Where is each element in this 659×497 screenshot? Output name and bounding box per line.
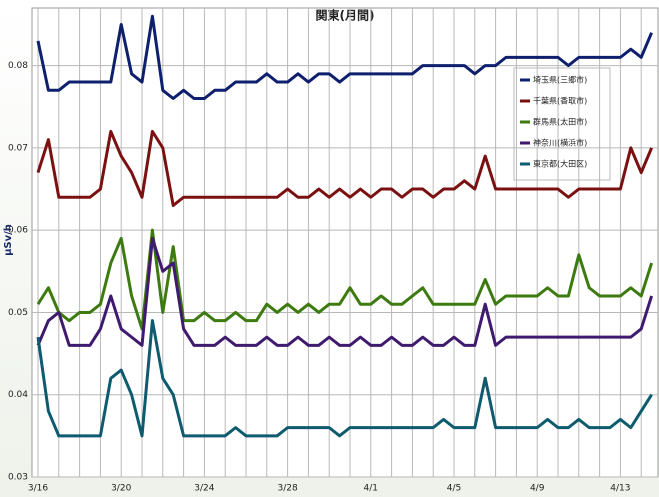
x-tick-label: 3/16 [28, 484, 48, 494]
y-tick-label: 0.04 [8, 390, 28, 400]
legend-label: 東京都(大田区) [533, 159, 587, 169]
y-tick-label: 0.06 [8, 226, 28, 236]
y-tick-label: 0.08 [8, 61, 28, 71]
legend-label: 神奈川(横浜市) [533, 138, 587, 148]
x-tick-label: 4/5 [447, 484, 461, 494]
y-tick-label: 0.05 [8, 308, 28, 318]
x-tick-label: 3/24 [194, 484, 214, 494]
data-line [36, 129, 653, 207]
legend-box [513, 67, 611, 181]
legend-label: 千葉県(香取市) [533, 96, 587, 106]
legend-label: 埼玉県(三郷市) [533, 75, 587, 85]
data-line [36, 319, 653, 438]
y-tick-label: 0.07 [8, 143, 28, 153]
y-axis-label: μSv/h [3, 224, 14, 256]
chart-title: 関東(月間) [316, 8, 375, 23]
x-tick-label: 4/13 [610, 484, 630, 494]
legend-label: 群馬県(太田市) [533, 117, 587, 127]
x-tick-label: 4/1 [364, 484, 378, 494]
x-tick-label: 3/28 [277, 484, 297, 494]
y-tick-label: 0.03 [8, 473, 28, 483]
data-line [36, 14, 653, 101]
x-tick-label: 4/9 [530, 484, 545, 494]
data-line [36, 228, 654, 331]
data-line [36, 236, 654, 347]
x-tick-label: 3/20 [111, 484, 131, 494]
